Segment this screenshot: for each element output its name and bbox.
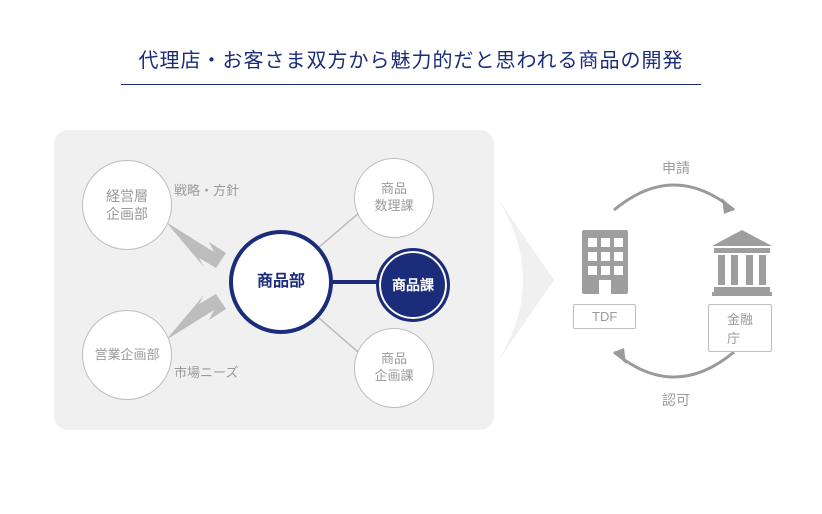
box-fsa: 金融庁	[708, 304, 772, 352]
node-product-section-label: 商品課	[392, 276, 434, 294]
node-product-dept-label: 商品部	[257, 272, 305, 293]
node-management-label: 経営層 企画部	[106, 187, 148, 223]
node-sales-planning-label: 営業企画部	[94, 347, 159, 364]
node-product-dept: 商品部	[229, 230, 333, 334]
node-actuarial: 商品 数理課	[354, 158, 434, 238]
node-product-section: 商品課	[376, 248, 450, 322]
arrow-label-market: 市場ニーズ	[174, 362, 238, 381]
diagram-container: 経営層 企画部 営業企画部 商品部 商品 数理課 商品課 商品 企画課 戦略・方…	[54, 130, 772, 450]
node-product-planning: 商品 企画課	[354, 328, 434, 408]
title-underline	[121, 84, 701, 85]
node-actuarial-label: 商品 数理課	[374, 181, 413, 215]
arrow-label-strategy: 戦略・方針	[174, 180, 239, 199]
label-apply: 申請	[662, 158, 690, 178]
page-title: 代理店・お客さま双方から魅力的だと思われる商品の開発	[139, 44, 684, 73]
box-tdf: TDF	[573, 304, 636, 329]
node-management: 経営層 企画部	[82, 160, 172, 250]
node-product-planning-label: 商品 企画課	[374, 351, 413, 385]
node-sales-planning: 営業企画部	[82, 310, 172, 400]
label-approve: 認可	[662, 390, 690, 410]
